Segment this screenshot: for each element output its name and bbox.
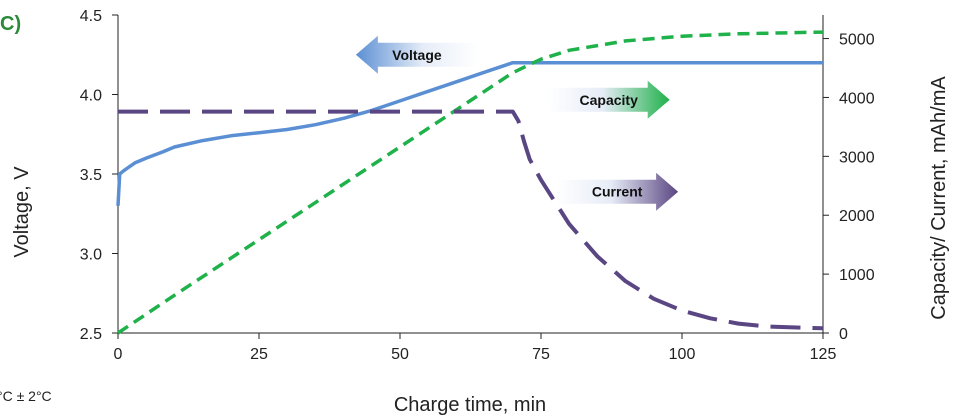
x-tick-label: 100 xyxy=(669,346,696,363)
y-right-tick-label: 4000 xyxy=(839,90,875,107)
series-line-voltage xyxy=(116,60,823,206)
series-line-current xyxy=(118,109,824,331)
series-lines xyxy=(116,30,824,335)
temperature-note: °C ± 2°C xyxy=(0,388,52,404)
x-tick-label: 125 xyxy=(810,346,837,363)
x-tick-label: 0 xyxy=(114,346,123,363)
arrow-capacity xyxy=(547,80,670,119)
y-left-tick-label: 4.5 xyxy=(80,8,102,25)
y-left-tick-label: 3.0 xyxy=(80,247,102,264)
x-tick-label: 75 xyxy=(532,346,550,363)
y-right-tick-label: 1000 xyxy=(839,267,875,284)
y-right-tick-label: 3000 xyxy=(839,149,875,166)
tick-labels: 0 25 50 75 100 125 2.5 3.0 3.5 4.0 4.5 0 1000 2000 300… xyxy=(80,8,875,363)
series-line-capacity xyxy=(117,30,824,335)
x-tick-label: 25 xyxy=(250,346,268,363)
y-right-tick-label: 0 xyxy=(839,326,848,343)
arrow-label-current: Current xyxy=(592,184,643,200)
arrow-voltage xyxy=(355,35,478,74)
y-axis-right-title: Capacity/ Current, mAh/mA xyxy=(928,76,950,320)
x-axis-title: Charge time, min xyxy=(394,394,546,416)
panel-label: C) xyxy=(0,13,21,35)
y-right-tick-label: 5000 xyxy=(839,32,875,49)
x-tick-label: 50 xyxy=(391,346,409,363)
y-axis-left-title: Voltage, V xyxy=(11,166,33,258)
y-left-tick-label: 3.5 xyxy=(80,167,102,184)
arrow-current xyxy=(556,172,679,211)
y-right-tick-label: 2000 xyxy=(839,208,875,225)
arrow-label-voltage: Voltage xyxy=(392,47,442,63)
series-annotations: Voltage Capacity Current xyxy=(355,35,679,211)
y-left-tick-label: 2.5 xyxy=(80,326,102,343)
arrow-label-capacity: Capacity xyxy=(580,92,639,108)
y-left-tick-label: 4.0 xyxy=(80,88,102,105)
